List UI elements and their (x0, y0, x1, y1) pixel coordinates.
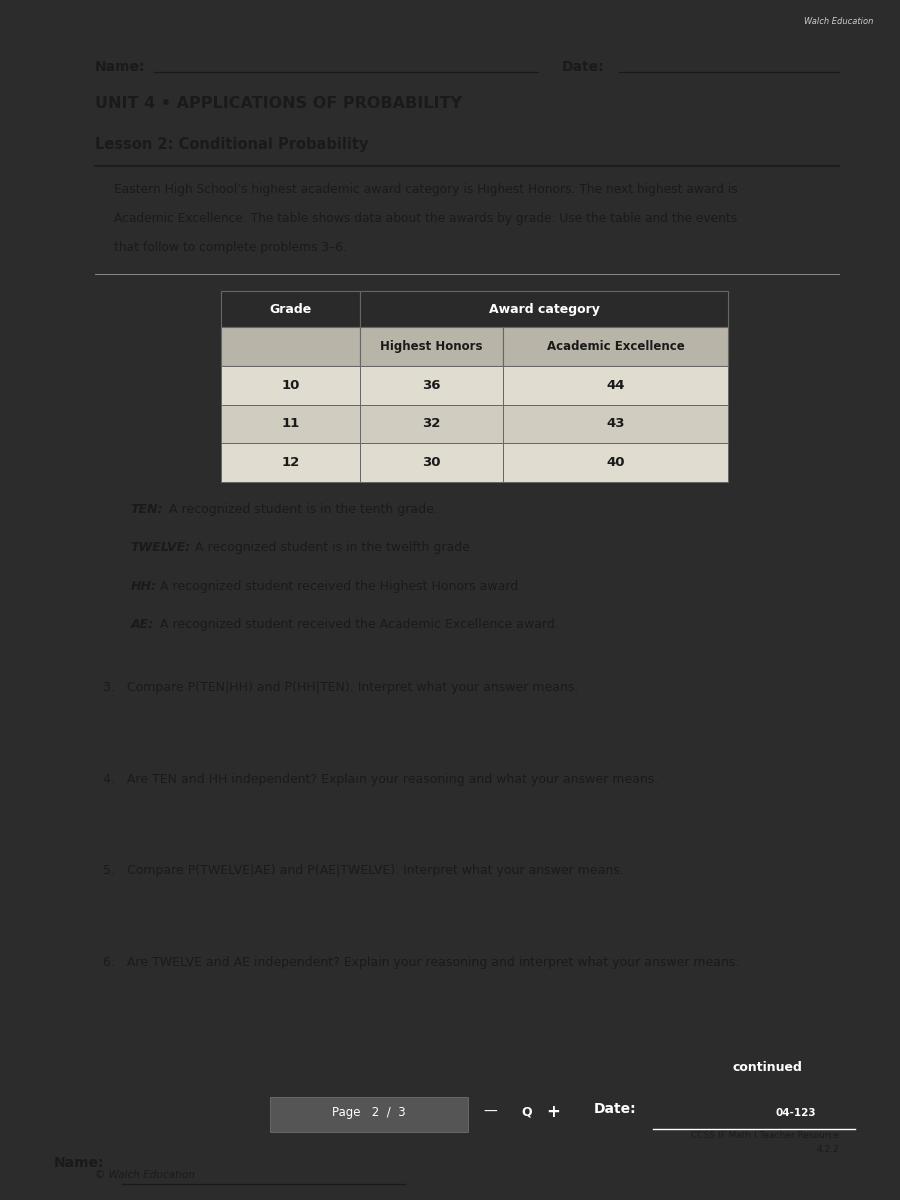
Text: Highest Honors: Highest Honors (380, 341, 482, 353)
Text: 12: 12 (282, 456, 300, 469)
Text: 40: 40 (607, 456, 625, 469)
Text: Lesson 2: Conditional Probability: Lesson 2: Conditional Probability (94, 137, 368, 151)
Bar (360, 404, 502, 443)
Bar (221, 366, 360, 404)
Text: 5.   Compare P(TWELVE|AE) and P(AE|TWELVE). Interpret what your answer means.: 5. Compare P(TWELVE|AE) and P(AE|TWELVE)… (103, 864, 624, 877)
Text: —: — (483, 1105, 498, 1120)
Text: CCSS IF Math I Teacher Resource: CCSS IF Math I Teacher Resource (691, 1132, 839, 1140)
Bar (221, 443, 360, 481)
Bar (221, 290, 360, 328)
Text: © Walch Education: © Walch Education (94, 1170, 194, 1180)
Text: Academic Excellence: Academic Excellence (546, 341, 684, 353)
Bar (221, 328, 360, 366)
Text: 6.   Are TWELVE and AE independent? Explain your reasoning and interpret what yo: 6. Are TWELVE and AE independent? Explai… (103, 955, 739, 968)
Text: +: + (546, 1103, 561, 1121)
Text: 11: 11 (282, 418, 300, 431)
Text: 04-123: 04-123 (775, 1108, 816, 1118)
Text: continued: continued (733, 1061, 803, 1074)
Text: 10: 10 (282, 379, 300, 391)
Text: 36: 36 (422, 379, 440, 391)
Text: 3.   Compare P(TEN|HH) and P(HH|TEN). Interpret what your answer means.: 3. Compare P(TEN|HH) and P(HH|TEN). Inte… (103, 682, 578, 694)
Bar (502, 443, 728, 481)
Text: Page   2  /  3: Page 2 / 3 (332, 1105, 406, 1118)
Text: Academic Excellence. The table shows data about the awards by grade. Use the tab: Academic Excellence. The table shows dat… (114, 212, 738, 224)
Bar (360, 366, 502, 404)
Text: Name:: Name: (94, 60, 145, 73)
Text: Name:: Name: (54, 1156, 104, 1170)
Text: Walch Education: Walch Education (804, 17, 873, 25)
Text: TEN:: TEN: (130, 503, 163, 516)
Text: AE:: AE: (130, 618, 153, 631)
Text: A recognized student received the Highest Honors award.: A recognized student received the Highes… (157, 580, 523, 593)
Bar (502, 404, 728, 443)
Bar (502, 328, 728, 366)
Bar (360, 290, 728, 328)
Bar (221, 404, 360, 443)
Text: 4.2.2: 4.2.2 (816, 1145, 839, 1153)
Text: 43: 43 (607, 418, 625, 431)
Text: A recognized student is in the twelfth grade.: A recognized student is in the twelfth g… (192, 541, 474, 554)
Text: A recognized student is in the tenth grade.: A recognized student is in the tenth gra… (166, 503, 438, 516)
Text: Award category: Award category (489, 302, 599, 316)
Text: 30: 30 (422, 456, 440, 469)
Text: 4.   Are TEN and HH independent? Explain your reasoning and what your answer mea: 4. Are TEN and HH independent? Explain y… (103, 773, 658, 786)
Text: Eastern High School’s highest academic award category is Highest Honors. The nex: Eastern High School’s highest academic a… (114, 182, 738, 196)
Text: Grade: Grade (270, 302, 311, 316)
Bar (697, 1052, 839, 1082)
Bar (360, 328, 502, 366)
Text: A recognized student received the Academic Excellence award.: A recognized student received the Academ… (157, 618, 559, 631)
Text: HH:: HH: (130, 580, 157, 593)
Text: Q: Q (521, 1105, 532, 1118)
Text: that follow to complete problems 3–6.: that follow to complete problems 3–6. (114, 241, 347, 253)
Text: UNIT 4 • APPLICATIONS OF PROBABILITY: UNIT 4 • APPLICATIONS OF PROBABILITY (94, 96, 462, 112)
Bar (502, 366, 728, 404)
Text: Date:: Date: (562, 60, 605, 73)
Bar (360, 443, 502, 481)
Text: Date:: Date: (594, 1102, 636, 1116)
Text: TWELVE:: TWELVE: (130, 541, 191, 554)
Text: 32: 32 (422, 418, 440, 431)
Text: 44: 44 (607, 379, 625, 391)
Bar (752, 1103, 839, 1123)
Bar (270, 1097, 468, 1133)
